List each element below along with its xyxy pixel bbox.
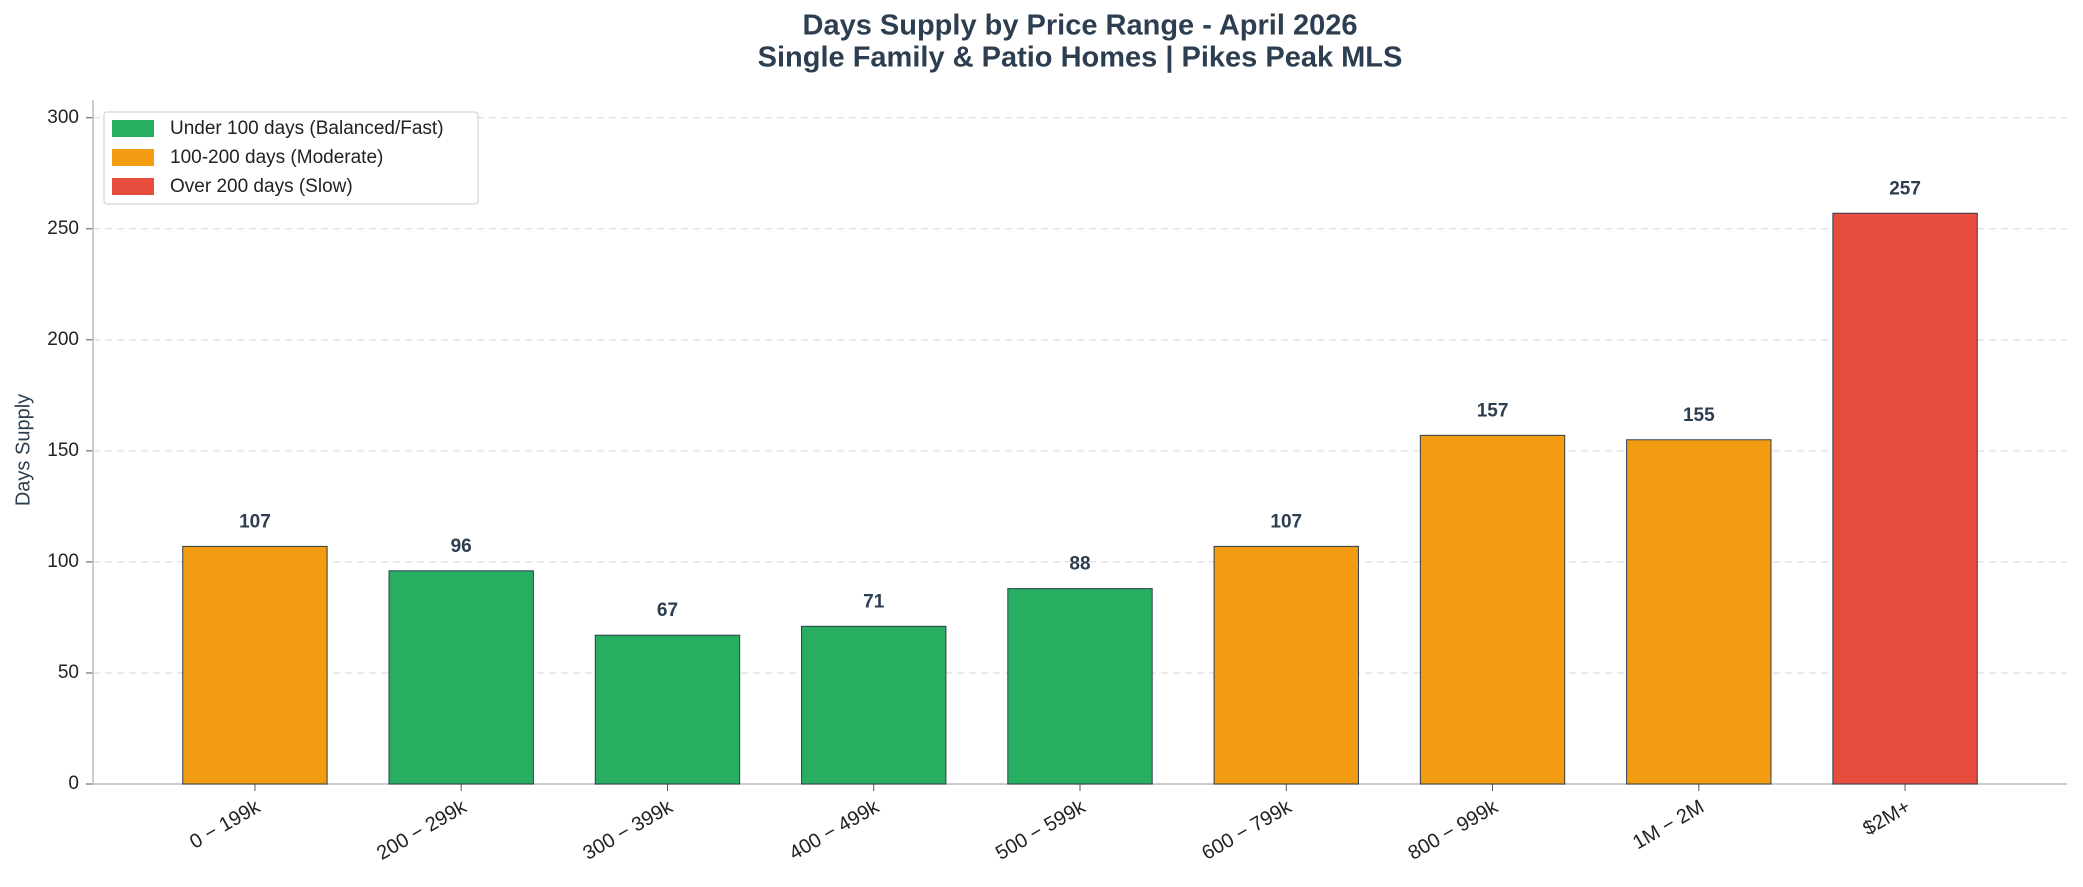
legend-label: Under 100 days (Balanced/Fast) — [170, 118, 444, 139]
value-label: 71 — [863, 591, 885, 612]
bar — [1007, 588, 1153, 785]
y-tick-label: 300 — [47, 107, 79, 128]
bar — [182, 545, 328, 785]
legend: Under 100 days (Balanced/Fast) 100-200 da… — [103, 111, 479, 205]
bar — [1832, 212, 1978, 785]
value-label: 107 — [1270, 511, 1302, 532]
x-tick-label: $2M+ — [1859, 796, 1914, 840]
bar — [801, 625, 947, 785]
y-tick-label: 250 — [47, 218, 79, 239]
legend-label: Over 200 days (Slow) — [170, 176, 353, 197]
value-label: 96 — [451, 536, 472, 557]
x-tick-label: 1M − 2M — [1629, 796, 1708, 854]
value-label: 157 — [1477, 400, 1509, 421]
legend-box — [103, 111, 479, 205]
y-tick-label: 100 — [47, 551, 79, 572]
value-label: 67 — [657, 600, 678, 621]
chart-subtitle: Single Family & Patio Homes | Pikes Peak… — [758, 42, 1403, 74]
x-tick-label: 200 − 299k — [373, 795, 471, 864]
y-tick-label: 200 — [47, 329, 79, 350]
x-tick-label: 800 − 999k — [1404, 795, 1502, 864]
x-tick-label: 500 − 599k — [992, 795, 1090, 864]
value-label: 107 — [239, 511, 271, 532]
y-tick-label: 0 — [68, 773, 79, 794]
y-tick-label: 50 — [58, 662, 79, 683]
bar — [594, 634, 741, 785]
bar — [388, 570, 534, 785]
x-tick-label: 300 − 399k — [579, 795, 677, 864]
bar — [1419, 434, 1566, 785]
bar — [1626, 439, 1772, 785]
chart-title: Days Supply by Price Range - April 2026 — [803, 10, 1358, 42]
legend-swatch — [112, 178, 154, 195]
bar — [1213, 545, 1359, 785]
legend-swatch — [112, 149, 154, 166]
x-tick-label: 400 − 499k — [786, 795, 884, 864]
x-tick-label: 0 − 199k — [186, 795, 265, 853]
y-tick-label: 150 — [47, 440, 79, 461]
x-tick-label: 600 − 799k — [1198, 795, 1296, 864]
legend-swatch — [112, 120, 154, 137]
value-label: 88 — [1069, 554, 1090, 575]
value-label: 257 — [1889, 178, 1921, 199]
legend-label: 100-200 days (Moderate) — [170, 147, 383, 168]
y-axis-label: Days Supply — [12, 394, 34, 506]
value-label: 155 — [1683, 405, 1715, 426]
